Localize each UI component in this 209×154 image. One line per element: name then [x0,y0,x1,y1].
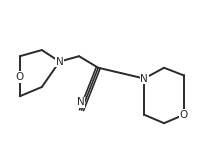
Text: O: O [16,72,24,82]
Text: N: N [76,97,84,107]
Text: O: O [180,110,188,120]
Text: N: N [56,57,64,67]
Text: N: N [140,74,148,83]
